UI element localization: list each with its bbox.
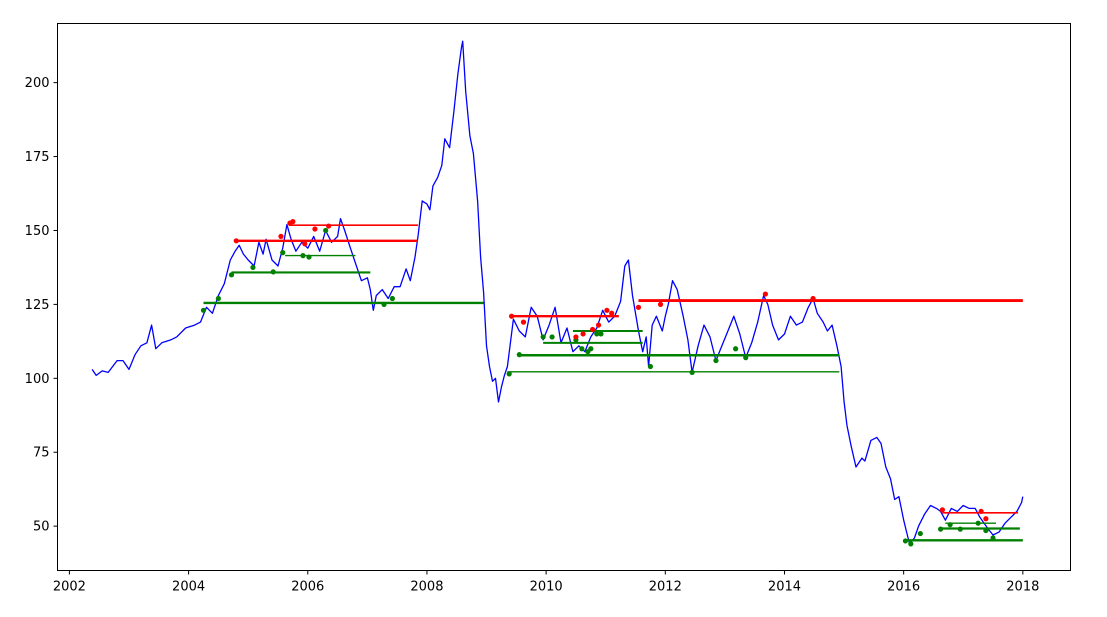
support-point — [540, 334, 546, 340]
resistance-point — [233, 238, 239, 244]
support-point — [306, 254, 312, 260]
y-tick-label: 200 — [25, 76, 50, 91]
x-tick-label: 2004 — [172, 580, 205, 595]
y-tick-label: 100 — [25, 372, 50, 387]
x-tick-label: 2018 — [1006, 580, 1039, 595]
resistance-point — [978, 508, 984, 514]
plot-area — [91, 40, 1024, 547]
support-point — [506, 371, 512, 377]
support-point — [270, 269, 276, 275]
support-point — [200, 307, 207, 313]
axes-frame — [57, 23, 1071, 571]
support-point — [300, 253, 306, 259]
support-point — [902, 538, 909, 544]
support-point — [983, 527, 989, 534]
resistance-point — [290, 219, 296, 225]
resistance-point — [983, 516, 989, 522]
support-point — [228, 272, 235, 278]
support-point — [917, 530, 923, 537]
resistance-point — [278, 233, 284, 239]
support-point — [598, 331, 604, 337]
resistance-point — [508, 313, 515, 319]
support-point — [975, 520, 981, 526]
resistance-point — [573, 334, 579, 340]
support-point — [957, 526, 963, 532]
x-tick-label: 2006 — [291, 580, 324, 595]
y-tick-label: 175 — [25, 150, 50, 165]
support-point — [215, 295, 221, 302]
y-tick-label: 150 — [25, 224, 50, 239]
y-tick-label: 75 — [33, 446, 50, 461]
support-point — [594, 331, 600, 337]
x-tick-label: 2008 — [410, 580, 443, 595]
support-point — [990, 535, 996, 541]
support-point — [908, 541, 914, 547]
resistance-point — [939, 507, 945, 513]
resistance-point — [810, 295, 816, 302]
resistance-point — [302, 241, 308, 247]
support-point — [713, 357, 719, 364]
resistance-point — [762, 291, 769, 297]
x-tick-label: 2012 — [649, 580, 682, 595]
support-point — [689, 369, 695, 375]
y-tick-label: 50 — [33, 520, 50, 535]
resistance-point — [609, 310, 615, 316]
support-point — [579, 346, 585, 352]
support-point — [647, 363, 654, 370]
x-tick-label: 2016 — [887, 580, 920, 595]
resistance-point — [312, 226, 318, 232]
support-point — [549, 334, 555, 340]
support-point — [516, 352, 522, 358]
resistance-point — [657, 301, 664, 307]
support-point — [743, 355, 749, 361]
resistance-point — [326, 223, 332, 229]
resistance-point — [520, 319, 527, 325]
support-point — [937, 526, 944, 532]
y-tick-label: 125 — [25, 298, 50, 313]
support-point — [389, 295, 395, 302]
x-tick-label: 2010 — [530, 580, 563, 595]
support-point — [381, 301, 387, 307]
support-point — [733, 346, 739, 352]
resistance-point — [580, 331, 586, 337]
support-point — [588, 346, 594, 352]
x-axis: 2002 2004 2006 2008 2010 2012 2014 2016 2018 — [53, 570, 1039, 595]
support-point — [323, 227, 329, 234]
y-axis: 50 75 100 125 150 175 200 — [25, 76, 58, 535]
resistance-point — [595, 322, 602, 328]
support-point — [280, 250, 286, 256]
x-tick-label: 2014 — [768, 580, 801, 595]
support-point — [947, 522, 953, 528]
resistance-point — [590, 326, 596, 333]
x-tick-label: 2002 — [53, 580, 86, 595]
resistance-point — [635, 304, 642, 310]
support-point — [250, 264, 256, 271]
resistance-point — [604, 307, 610, 313]
